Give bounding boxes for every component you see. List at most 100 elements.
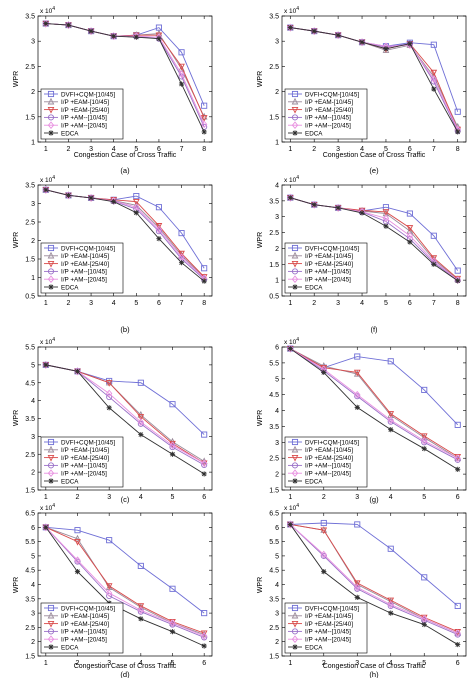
data-point xyxy=(87,27,95,35)
legend-entry: DVFI+CQM-[10/45] xyxy=(61,605,115,612)
data-point xyxy=(321,569,327,575)
legend-entry: DVFI+CQM-[10/45] xyxy=(61,245,115,252)
legend-swatch-marker xyxy=(47,462,55,469)
legend-swatch-marker xyxy=(47,628,55,635)
data-point xyxy=(201,643,207,649)
data-point xyxy=(383,46,389,52)
x-tick-label: 8 xyxy=(202,300,206,307)
y-tick-label: 4 xyxy=(275,183,279,190)
series-line xyxy=(289,524,458,634)
x-tick-label: 4 xyxy=(112,300,116,307)
x-tick-label: 3 xyxy=(107,660,111,667)
data-point xyxy=(137,562,144,569)
x-tick-label: 5 xyxy=(422,494,426,501)
x-tick-label: 1 xyxy=(288,494,292,501)
data-point xyxy=(106,537,113,544)
legend-entry: I/P +AM--[10/45] xyxy=(61,269,107,276)
legend-swatch-marker xyxy=(291,268,299,275)
data-point xyxy=(200,115,208,122)
data-point xyxy=(430,255,438,262)
legend-entry: I/P +EAM-[10/45] xyxy=(61,99,109,106)
data-point xyxy=(321,369,327,376)
legend-entry: EDCA xyxy=(61,644,79,651)
data-point xyxy=(106,405,112,411)
y-axis-label: WPR xyxy=(13,410,20,426)
data-point xyxy=(178,230,185,237)
data-point xyxy=(74,534,81,542)
y-tick-label: 3 xyxy=(31,39,35,46)
legend-swatch-marker xyxy=(291,469,299,478)
data-point xyxy=(335,205,341,211)
data-point xyxy=(137,603,145,610)
x-tick-label: 4 xyxy=(360,300,364,307)
data-point xyxy=(137,414,145,421)
y-multiplier: x 104 xyxy=(284,337,299,346)
legend-entry: DVFI+CQM-[10/45] xyxy=(305,605,359,612)
series-line xyxy=(45,526,205,634)
series-line xyxy=(45,526,205,637)
legend-swatch-marker xyxy=(291,454,299,462)
y-tick-label: 2 xyxy=(31,89,35,96)
y-tick-label: 2 xyxy=(31,470,35,477)
data-point xyxy=(169,441,176,450)
data-point xyxy=(200,120,208,129)
x-tick-label: 4 xyxy=(139,660,143,667)
y-axis-label: WPR xyxy=(13,232,20,248)
data-point xyxy=(454,454,461,463)
chart-panel: 1.5 2 2.5 3 3.5 4 4.5 5 5.5 6 6.5 1 2 3 4 5 6 x 104 WPR Con… xyxy=(13,503,213,678)
legend-entry: I/P +EAM-[25/40] xyxy=(61,455,109,462)
x-tick-label: 8 xyxy=(202,146,206,153)
y-tick-label: 3.5 xyxy=(25,596,35,603)
y-multiplier: x 104 xyxy=(40,175,55,184)
data-point xyxy=(287,521,293,528)
legend-swatch-marker xyxy=(47,620,55,628)
legend-entry: I/P +AM--[10/45] xyxy=(305,269,351,276)
data-point xyxy=(454,421,461,428)
x-tick-label: 5 xyxy=(384,146,388,153)
y-tick-label: 5 xyxy=(275,376,279,383)
legend-swatch-marker xyxy=(291,445,299,453)
data-point xyxy=(421,621,427,628)
y-tick-label: 3.5 xyxy=(269,596,279,603)
legend-entry: DVFI+CQM-[10/45] xyxy=(305,91,359,98)
plot-frame xyxy=(37,15,213,143)
data-point xyxy=(132,198,140,206)
data-point xyxy=(201,610,208,617)
legend-entry: DVFI+CQM-[10/45] xyxy=(61,91,115,98)
legend-swatch-marker xyxy=(48,644,54,650)
series-line xyxy=(290,348,459,426)
data-point xyxy=(105,380,113,387)
x-tick-label: 2 xyxy=(66,300,70,307)
data-point xyxy=(65,22,72,28)
data-point xyxy=(407,41,413,47)
data-point xyxy=(42,186,50,194)
data-point xyxy=(106,393,113,401)
x-tick-label: 5 xyxy=(134,146,138,153)
x-tick-label: 3 xyxy=(336,300,340,307)
y-tick-label: 4.5 xyxy=(25,568,35,575)
data-point xyxy=(454,456,461,463)
legend-entry: EDCA xyxy=(61,284,79,291)
data-point xyxy=(105,583,113,590)
legend-entry: I/P +EAM-[10/45] xyxy=(305,613,353,620)
legend-swatch-marker xyxy=(47,244,55,252)
data-point xyxy=(387,411,395,418)
data-point xyxy=(105,589,113,597)
y-tick-label: 3.5 xyxy=(269,424,279,431)
legend-entry: I/P +EAM-[10/45] xyxy=(61,253,109,260)
data-point xyxy=(454,108,461,115)
y-tick-label: 4.5 xyxy=(269,568,279,575)
y-tick-label: 4 xyxy=(31,582,35,589)
data-point xyxy=(155,204,162,211)
x-tick-label: 5 xyxy=(384,300,388,307)
panel-caption: (b) xyxy=(120,325,130,334)
data-point xyxy=(42,19,50,28)
legend-entry: I/P +EAM-[25/40] xyxy=(61,261,109,268)
x-tick-label: 2 xyxy=(76,660,80,667)
legend-entry: I/P +EAM-[25/40] xyxy=(61,621,109,628)
y-axis-label: WPR xyxy=(257,71,264,87)
data-point xyxy=(421,436,428,445)
y-tick-label: 2 xyxy=(275,639,279,646)
series-line xyxy=(289,524,458,635)
data-point xyxy=(201,102,208,109)
